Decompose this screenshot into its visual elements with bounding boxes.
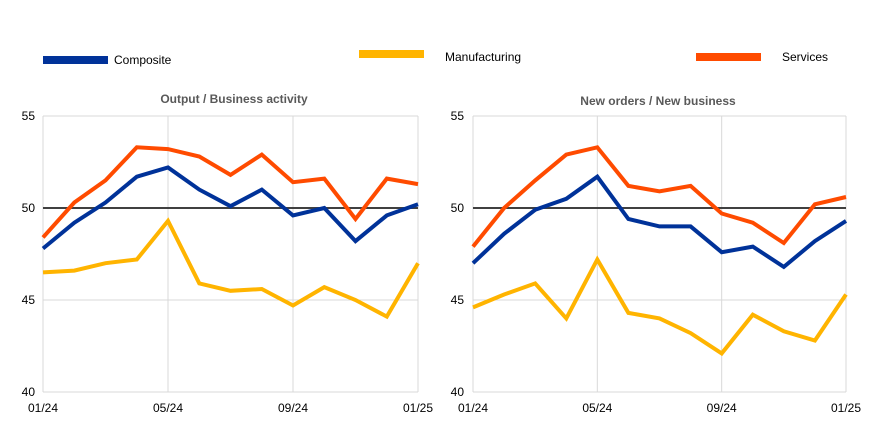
legend-swatch-manufacturing (359, 50, 424, 58)
x-tick-label: 05/24 (153, 401, 183, 415)
legend-item-manufacturing: Manufacturing (359, 50, 521, 64)
legend-swatch-composite (43, 56, 108, 64)
y-tick-label: 45 (451, 293, 465, 307)
chart-title: New orders / New business (580, 94, 736, 108)
x-tick-label: 01/25 (831, 401, 861, 415)
series-line-composite (41, 165, 419, 251)
series-line-composite (471, 173, 848, 270)
chart-output-business-activity: Output / Business activity 40 45 50 55 01/24… (22, 92, 434, 415)
chart-title: Output / Business activity (160, 92, 308, 106)
chart-new-orders-new-business: New orders / New business 40 45 50 55 01/24 0… (451, 94, 862, 415)
series-line-manufacturing (472, 255, 848, 357)
series-line-manufacturing (42, 217, 420, 320)
legend-item-composite: Composite (43, 53, 171, 67)
legend-label-composite: Composite (114, 53, 172, 67)
y-tick-label: 55 (451, 109, 465, 123)
x-tick-label: 01/24 (458, 401, 488, 415)
y-tick-label: 55 (22, 109, 36, 123)
series-line-services (471, 145, 847, 248)
y-tick-label: 50 (22, 201, 36, 215)
y-tick-label: 40 (22, 385, 36, 399)
legend-label-manufacturing: Manufacturing (445, 50, 522, 64)
x-tick-label: 09/24 (707, 401, 737, 415)
x-tick-label: 05/24 (582, 401, 612, 415)
y-tick-label: 45 (22, 293, 36, 307)
legend-swatch-services (696, 53, 761, 61)
legend-label-services: Services (782, 50, 829, 64)
legend-item-services: Services (696, 50, 828, 64)
series-line-services (41, 145, 419, 239)
x-tick-label: 09/24 (278, 401, 308, 415)
x-tick-label: 01/25 (403, 401, 433, 415)
y-tick-label: 50 (451, 201, 465, 215)
y-tick-label: 40 (451, 385, 465, 399)
x-tick-label: 01/24 (28, 401, 58, 415)
